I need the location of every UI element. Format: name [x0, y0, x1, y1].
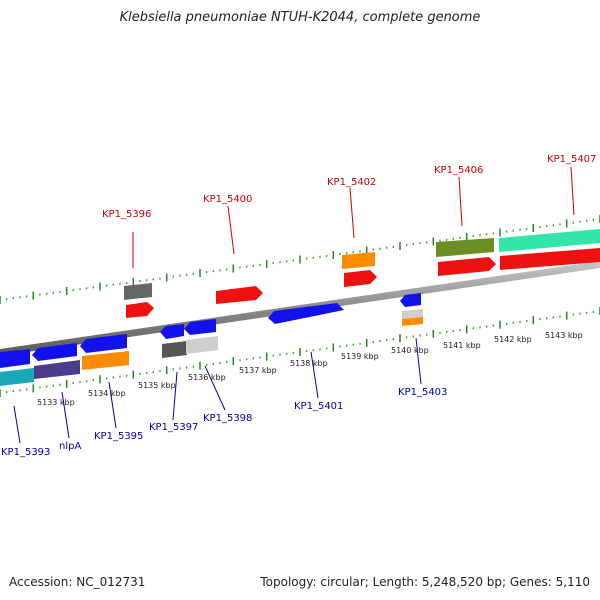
- gene-label-kp1-5396[interactable]: KP1_5396: [102, 209, 151, 220]
- gene-label-kp1-5407[interactable]: KP1_5407: [547, 154, 596, 165]
- gene-label-kp1-5395[interactable]: KP1_5395: [94, 431, 143, 442]
- upper-scale-ticks: [0, 215, 600, 304]
- gene-feature-kp1-5403-silver[interactable]: [402, 309, 423, 319]
- reverse-strand-genes: [0, 293, 423, 386]
- gene-label-kp1-5403[interactable]: KP1_5403: [398, 387, 447, 398]
- gene-feature-kp1-5398[interactable]: [184, 319, 216, 335]
- gene-label-kp1-5402[interactable]: KP1_5402: [327, 177, 376, 188]
- gene-label-kp1-5400[interactable]: KP1_5400: [203, 194, 252, 205]
- scale-label-5141: 5141 kbp: [443, 341, 481, 350]
- scale-label-5139: 5139 kbp: [341, 352, 379, 361]
- scale-label-5142: 5142 kbp: [494, 335, 532, 344]
- scale-label-5137: 5137 kbp: [239, 366, 277, 375]
- genome-summary-text: Topology: circular; Length: 5,248,520 bp…: [260, 575, 590, 589]
- scale-label-5140: 5140 kbp: [391, 346, 429, 355]
- gene-feature-nlpa[interactable]: [32, 343, 77, 361]
- gene-feature-kp1-5400[interactable]: [216, 286, 263, 304]
- bottom-gene-labels: KP1_5393 nlpA KP1_5395 KP1_5397 KP1_5398…: [1, 337, 447, 458]
- gene-label-kp1-5393[interactable]: KP1_5393: [1, 447, 50, 458]
- gene-feature-kp1-5398-lightgrey[interactable]: [186, 336, 218, 354]
- gene-feature-kp1-5407-mint[interactable]: [499, 229, 600, 252]
- scale-label-5135: 5135 kbp: [138, 381, 176, 390]
- scale-label-5136: 5136 kbp: [188, 373, 226, 382]
- gene-label-kp1-5398[interactable]: KP1_5398: [203, 413, 252, 424]
- gene-label-nlpa[interactable]: nlpA: [59, 441, 81, 452]
- scale-label-5143: 5143 kbp: [545, 331, 583, 340]
- gene-feature-kp1-5407[interactable]: [500, 248, 600, 270]
- forward-strand-genes: [124, 229, 600, 324]
- gene-feature-kp1-5397[interactable]: [160, 324, 184, 339]
- top-gene-labels: KP1_5396 KP1_5400 KP1_5402 KP1_5406 KP1_…: [102, 154, 596, 268]
- scale-labels: 5133 kbp 5134 kbp 5135 kbp 5136 kbp 5137…: [37, 331, 583, 407]
- gene-feature-kp1-5406[interactable]: [438, 257, 496, 276]
- scale-label-5133: 5133 kbp: [37, 398, 75, 407]
- gene-feature-kp1-5393[interactable]: [0, 349, 30, 368]
- gene-feature-kp1-5403-orange[interactable]: [402, 317, 423, 326]
- gene-feature-kp1-5396-grey[interactable]: [124, 283, 152, 300]
- genome-title: Klebsiella pneumoniae NTUH-K2044, comple…: [119, 10, 481, 25]
- gene-feature-kp1-5393-cyan[interactable]: [0, 368, 34, 386]
- gene-feature-kp1-5402[interactable]: [344, 270, 377, 287]
- gene-label-kp1-5397[interactable]: KP1_5397: [149, 422, 198, 433]
- scale-label-5134: 5134 kbp: [88, 389, 126, 398]
- gene-feature-kp1-5396[interactable]: [126, 302, 154, 318]
- gene-feature-kp1-5397-grey[interactable]: [162, 341, 187, 358]
- gene-feature-kp1-5402-orange[interactable]: [342, 252, 375, 269]
- gene-label-kp1-5406[interactable]: KP1_5406: [434, 165, 483, 176]
- gene-feature-kp1-5395[interactable]: [80, 334, 127, 353]
- gene-feature-kp1-5401[interactable]: [268, 303, 344, 324]
- lower-scale-ticks: [0, 307, 600, 397]
- accession-text: Accession: NC_012731: [9, 575, 146, 589]
- gene-feature-kp1-5406-olive[interactable]: [436, 238, 494, 257]
- gene-feature-kp1-5403[interactable]: [400, 293, 421, 307]
- scale-label-5138: 5138 kbp: [290, 359, 328, 368]
- gene-label-kp1-5401[interactable]: KP1_5401: [294, 401, 343, 412]
- gene-feature-nlpa-purple[interactable]: [34, 360, 80, 379]
- gene-feature-kp1-5395-orange[interactable]: [82, 351, 129, 370]
